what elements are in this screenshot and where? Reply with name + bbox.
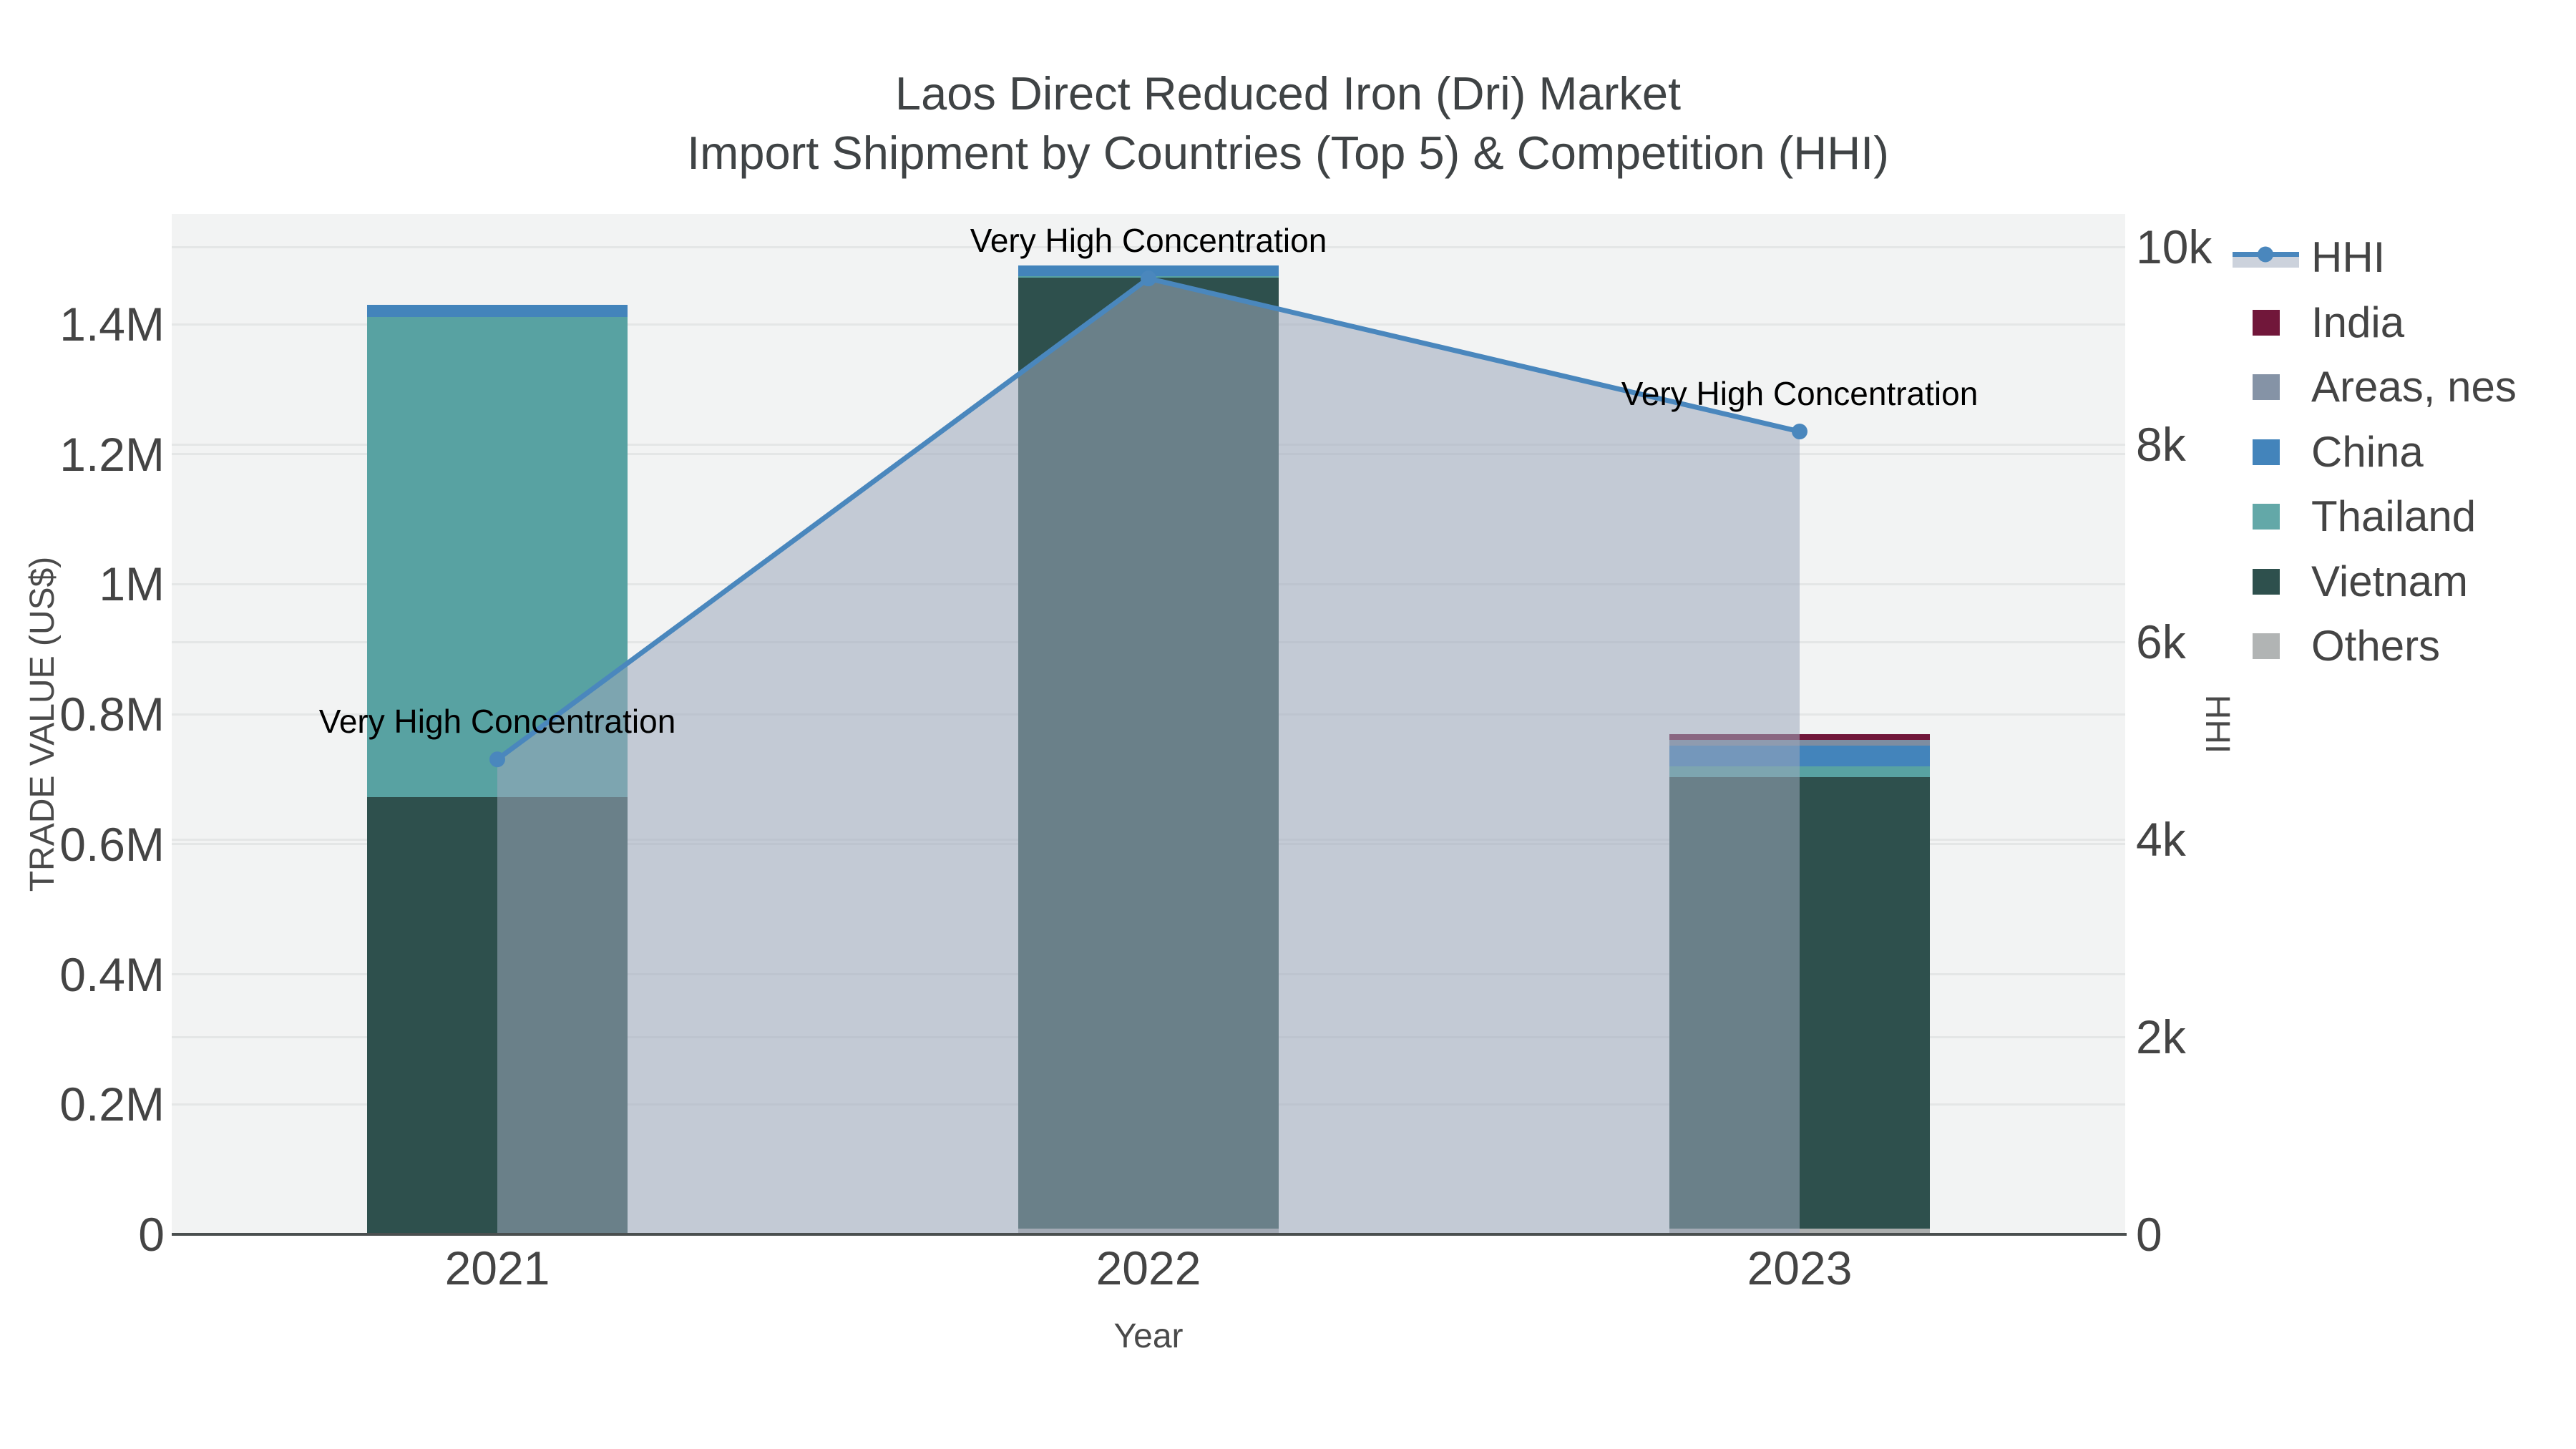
legend-others-swatch-icon: [2233, 625, 2299, 668]
legend-areas-nes-swatch-icon: [2233, 366, 2299, 409]
y-left-tick-label: 1.2M: [59, 427, 165, 481]
legend-india-swatch-icon: [2233, 301, 2299, 344]
y-right-tick-label: 4k: [2136, 813, 2186, 866]
bar-2021-china[interactable]: [367, 304, 628, 317]
y-right-axis-title: HHI: [2198, 694, 2236, 754]
x-tick-label-2021: 2021: [444, 1241, 550, 1294]
y-left-tick-label: 1.4M: [59, 298, 165, 351]
legend-item-hhi[interactable]: HHI: [2233, 236, 2385, 279]
legend-item-label: Thailand: [2311, 492, 2477, 540]
y-left-tick-label: 0.2M: [59, 1078, 165, 1131]
annotation-2023: Very High Concentration: [1621, 375, 1979, 413]
legend-item-thailand[interactable]: Thailand: [2233, 495, 2476, 538]
y-left-tick-label: 0.6M: [59, 817, 165, 871]
x-tick-label-2022: 2022: [1096, 1241, 1201, 1294]
bar-2021-vietnam[interactable]: [367, 796, 628, 1234]
legend-item-india[interactable]: India: [2233, 301, 2404, 344]
legend-color-square-icon: [2252, 568, 2280, 595]
gridline-right-axis: [172, 245, 2125, 248]
chart-title-line1: Laos Direct Reduced Iron (Dri) Market: [894, 67, 1682, 119]
y-left-tick-label: 0: [138, 1208, 165, 1261]
legend-item-label: India: [2311, 298, 2405, 346]
legend-item-label: Others: [2311, 622, 2441, 670]
annotation-2022: Very High Concentration: [970, 222, 1327, 260]
x-axis-line: [172, 1233, 2127, 1236]
legend-thailand-swatch-icon: [2233, 495, 2299, 538]
legend-item-label: China: [2311, 427, 2424, 476]
legend-item-label: Vietnam: [2311, 557, 2469, 605]
legend-color-square-icon: [2252, 633, 2280, 659]
legend-hhi-line-icon: [2233, 236, 2299, 279]
hhi-line-sample-icon: [2233, 246, 2299, 268]
bar-2023-india[interactable]: [1669, 734, 1930, 740]
bar-2022-thailand[interactable]: [1018, 275, 1279, 278]
bar-2023-china[interactable]: [1669, 745, 1930, 766]
x-tick-label-2023: 2023: [1747, 1241, 1853, 1294]
legend-item-china[interactable]: China: [2233, 427, 2424, 476]
bar-2022-vietnam[interactable]: [1018, 278, 1279, 1229]
y-right-tick-label: 2k: [2136, 1010, 2186, 1063]
x-axis-title: Year: [1113, 1317, 1184, 1355]
chart-title-line2: Import Shipment by Countries (Top 5) & C…: [687, 127, 1889, 179]
bar-2023-areas-nes[interactable]: [1669, 739, 1930, 746]
bar-2023-others[interactable]: [1669, 1228, 1930, 1234]
y-left-tick-label: 0.4M: [59, 947, 165, 1001]
y-left-tick-label: 1M: [99, 557, 165, 611]
legend-color-square-icon: [2252, 374, 2280, 400]
legend-item-others[interactable]: Others: [2233, 625, 2440, 668]
legend-item-label: Areas, nes: [2311, 363, 2517, 411]
legend-color-square-icon: [2252, 309, 2280, 336]
bar-2022-china[interactable]: [1018, 265, 1279, 276]
legend-color-square-icon: [2252, 439, 2280, 465]
y-left-axis-title: TRADE VALUE (US$): [24, 556, 62, 892]
legend-item-vietnam[interactable]: Vietnam: [2233, 560, 2468, 603]
y-right-tick-label: 10k: [2136, 220, 2212, 273]
legend-item-label: HHI: [2311, 233, 2386, 281]
legend-china-swatch-icon: [2233, 431, 2299, 474]
legend-color-square-icon: [2252, 504, 2280, 530]
legend-item-areas-nes[interactable]: Areas, nes: [2233, 366, 2517, 409]
bar-2023-thailand[interactable]: [1669, 766, 1930, 778]
legend-vietnam-swatch-icon: [2233, 560, 2299, 603]
bar-2023-vietnam[interactable]: [1669, 777, 1930, 1229]
y-right-tick-label: 0: [2136, 1208, 2162, 1261]
y-right-tick-label: 8k: [2136, 418, 2186, 471]
y-right-tick-label: 6k: [2136, 615, 2186, 668]
y-left-tick-label: 0.8M: [59, 688, 165, 741]
annotation-2021: Very High Concentration: [318, 703, 676, 741]
